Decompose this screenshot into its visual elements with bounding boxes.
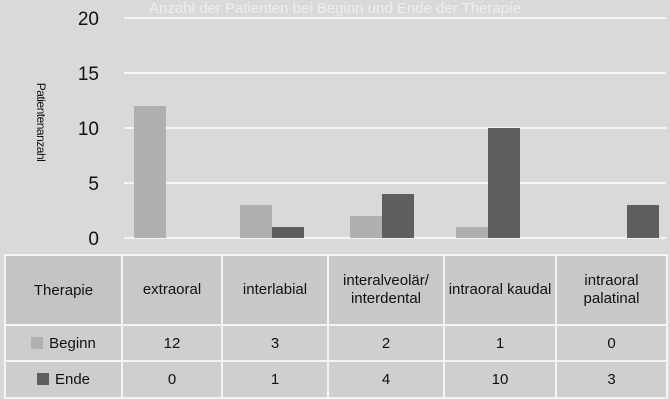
bar-beginn-3 <box>456 227 488 238</box>
table-header-row: Therapie extraoral interlabial interalve… <box>4 254 668 326</box>
legend-swatch-beginn <box>31 336 44 349</box>
chart-title: Anzahl der Patienten bei Beginn und Ende… <box>149 0 521 17</box>
bar-ende-3 <box>488 128 520 238</box>
y-tick-label: 5 <box>88 174 99 195</box>
legend-swatch-ende <box>36 373 49 385</box>
bar-beginn-1 <box>240 205 272 238</box>
category-label-interalveolar: interalveolär/ interdental <box>327 254 445 326</box>
table-cell: 1 <box>443 324 557 362</box>
table-cell: 0 <box>121 360 223 399</box>
y-axis-label: Patientenanzahl <box>34 83 48 162</box>
y-tick-label: 15 <box>78 64 99 85</box>
table-cell: 2 <box>327 324 445 362</box>
table-cell: 10 <box>443 360 557 399</box>
table-row-beginn: Beginn 12 3 2 1 0 <box>4 324 668 362</box>
table-cell: 3 <box>555 360 668 399</box>
legend-ende: Ende <box>4 360 123 399</box>
table-row-ende: Ende 0 1 4 10 3 <box>4 360 668 399</box>
bar-ende-1 <box>272 227 304 238</box>
table-cell: 0 <box>555 324 668 362</box>
legend-label-beginn: Beginn <box>49 334 96 352</box>
legend-label-ende: Ende <box>54 371 91 388</box>
category-label-extraoral: extraoral <box>121 254 223 326</box>
table-cell: 3 <box>221 324 329 362</box>
data-table: Therapie extraoral interlabial interalve… <box>4 254 668 399</box>
chart: Anzahl der Patienten bei Beginn und Ende… <box>34 0 666 250</box>
table-cell: 1 <box>221 360 329 399</box>
category-label-intraoral-palatinal: intraoral palatinal <box>555 254 668 326</box>
category-label-intraoral-kaudal: intraoral kaudal <box>443 254 557 326</box>
bar-ende-2 <box>382 194 414 238</box>
bar-beginn-0 <box>134 106 166 238</box>
table-cell: 4 <box>327 360 445 399</box>
table-corner-label: Therapie <box>4 254 123 326</box>
category-label-interlabial: interlabial <box>221 254 329 326</box>
bar-ende-4 <box>627 205 659 238</box>
legend-beginn: Beginn <box>4 324 123 362</box>
bar-beginn-2 <box>350 216 382 238</box>
table-cell: 12 <box>121 324 223 362</box>
y-tick-label: 20 <box>78 9 99 30</box>
y-tick-label: 10 <box>78 119 99 140</box>
y-tick-label: 0 <box>88 229 99 250</box>
